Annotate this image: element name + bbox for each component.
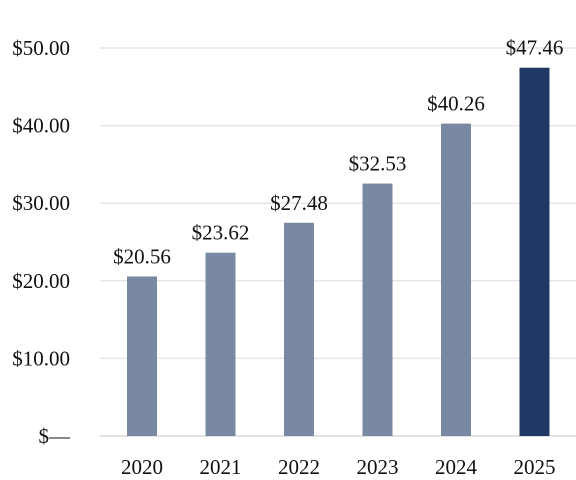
bars — [127, 67, 550, 437]
data-label-2020: $20.56 — [113, 244, 171, 268]
x-tick-label-2023: 2023 — [357, 455, 399, 479]
x-tick-label-2024: 2024 — [435, 455, 478, 479]
bar-2022 — [284, 222, 314, 436]
data-labels: $20.56 $23.62 $27.48 $32.53 $40.26 $47.46 — [113, 36, 563, 269]
x-tick-label-2020: 2020 — [121, 455, 163, 479]
bar-2024 — [441, 123, 471, 436]
bar-2025 — [519, 67, 550, 437]
bar-2020 — [127, 276, 157, 436]
y-tick-label: $— — [39, 424, 72, 448]
x-tick-label-2025: 2025 — [514, 455, 556, 479]
bar-2021 — [205, 252, 236, 436]
x-axis-tick-labels: 2020 2021 2022 2023 2024 2025 — [121, 455, 556, 479]
bar-2023 — [362, 183, 393, 436]
y-tick-label: $20.00 — [12, 269, 70, 293]
y-axis-tick-labels: $— $10.00 $20.00 $30.00 $40.00 $50.00 — [12, 36, 71, 448]
data-label-2024: $40.26 — [427, 92, 485, 116]
data-label-2021: $23.62 — [192, 221, 250, 245]
data-label-2025: $47.46 — [506, 36, 564, 60]
x-tick-label-2022: 2022 — [278, 455, 320, 479]
data-label-2022: $27.48 — [270, 191, 328, 215]
data-label-2023: $32.53 — [349, 152, 407, 176]
x-tick-label-2021: 2021 — [200, 455, 242, 479]
y-tick-label: $40.00 — [12, 114, 70, 138]
y-tick-label: $50.00 — [12, 36, 70, 60]
y-tick-label: $10.00 — [12, 346, 70, 370]
gridlines — [100, 47, 576, 437]
y-tick-label: $30.00 — [12, 191, 70, 215]
